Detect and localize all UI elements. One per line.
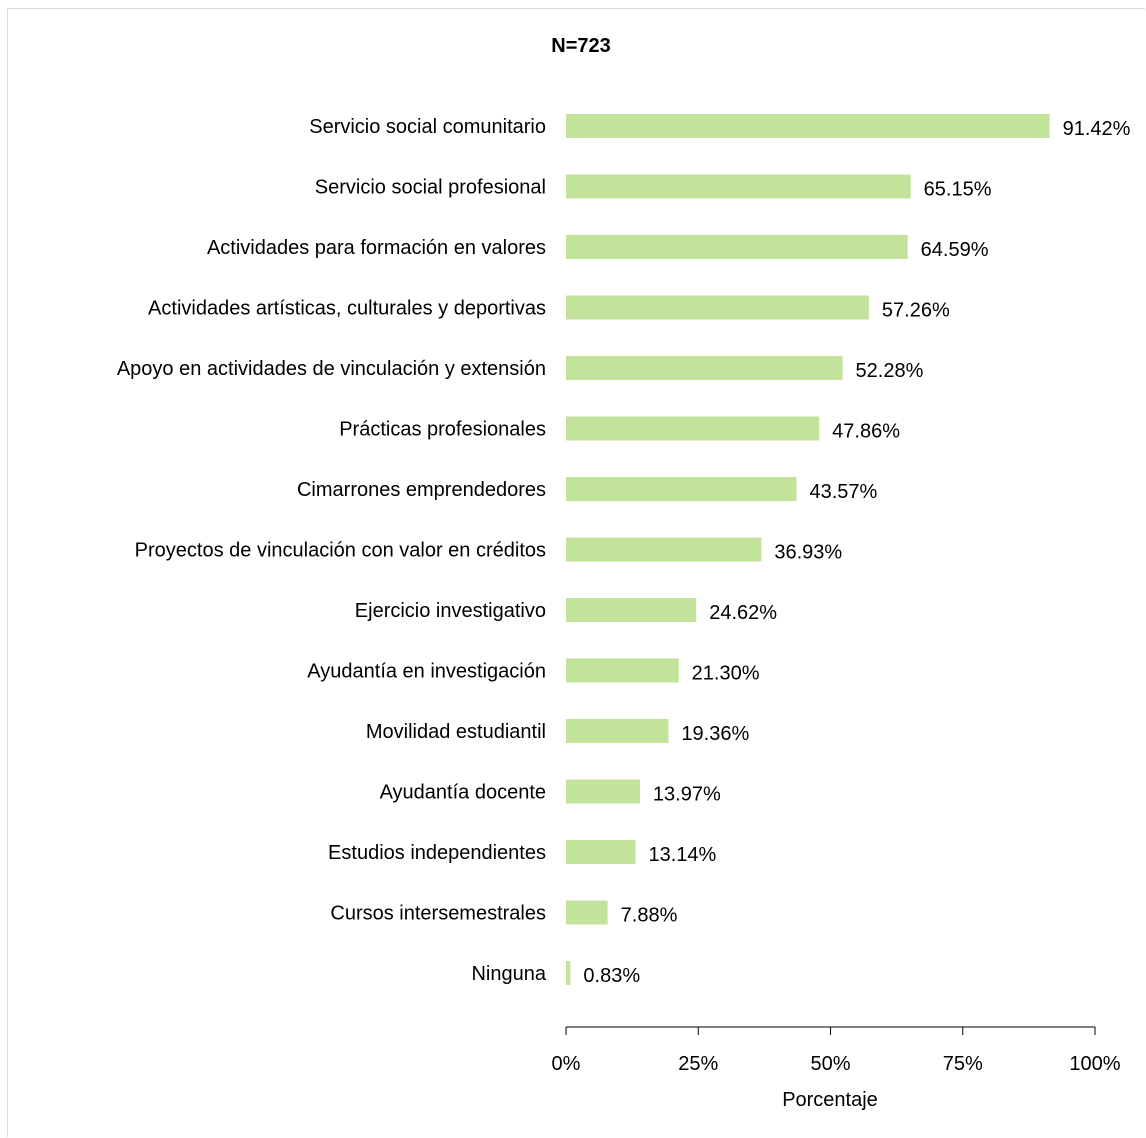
category-label: Apoyo en actividades de vinculación y ex… — [117, 358, 546, 380]
bar — [566, 477, 797, 501]
x-tick-label: 75% — [943, 1053, 983, 1075]
data-label: 57.26% — [882, 300, 950, 322]
bar — [566, 598, 697, 622]
category-label: Actividades para formación en valores — [207, 237, 546, 259]
bar — [566, 235, 908, 259]
x-axis: 0% 25% 50% 75% 100% — [552, 1026, 1121, 1075]
x-tick-label: 50% — [810, 1053, 850, 1075]
bars-layer — [566, 114, 1050, 985]
data-label: 65.15% — [924, 179, 992, 201]
category-label: Ninguna — [471, 963, 546, 985]
category-label: Ayudantía docente — [380, 782, 546, 804]
bar — [566, 537, 762, 562]
data-label: 43.57% — [809, 481, 877, 503]
data-label: 13.14% — [649, 844, 717, 866]
data-label: 19.36% — [681, 723, 749, 745]
category-label: Proyectos de vinculación con valor en cr… — [135, 540, 546, 562]
data-label: 52.28% — [856, 360, 924, 382]
x-tick-label: 100% — [1069, 1053, 1120, 1075]
category-label: Servicio social profesional — [315, 177, 546, 199]
bar — [566, 295, 869, 320]
data-label: 91.42% — [1063, 118, 1131, 140]
data-label: 13.97% — [653, 784, 721, 806]
category-label: Ayudantía en investigación — [307, 661, 546, 683]
category-label: Cursos intersemestrales — [330, 903, 546, 925]
x-tick-label: 0% — [552, 1053, 581, 1075]
data-label: 36.93% — [774, 542, 842, 564]
bar — [566, 840, 636, 864]
data-label: 47.86% — [832, 421, 900, 443]
x-axis-title: Porcentaje — [782, 1089, 878, 1111]
bar — [566, 900, 608, 925]
data-labels: 91.42% 65.15% 64.59% 57.26% 52.28% 47.86% 43.5… — [583, 118, 1130, 987]
bar — [566, 114, 1050, 138]
chart-title: N=723 — [551, 35, 611, 57]
bar — [566, 719, 669, 743]
data-label: 21.30% — [692, 663, 760, 685]
data-label: 0.83% — [583, 965, 640, 987]
data-label: 64.59% — [921, 239, 989, 261]
bar — [566, 174, 911, 199]
category-label: Ejercicio investigativo — [355, 600, 546, 622]
category-label: Actividades artísticas, culturales y dep… — [148, 298, 546, 320]
category-label: Movilidad estudiantil — [366, 721, 546, 743]
bar — [566, 356, 843, 380]
category-label: Estudios independientes — [328, 842, 546, 864]
bar — [566, 961, 571, 985]
category-label: Cimarrones emprendedores — [297, 479, 546, 501]
bar — [566, 416, 820, 441]
data-label: 7.88% — [621, 905, 678, 927]
bar — [566, 658, 679, 683]
bar — [566, 779, 640, 804]
category-label: Servicio social comunitario — [309, 116, 546, 138]
category-label: Prácticas profesionales — [339, 419, 546, 441]
x-tick-label: 25% — [678, 1053, 718, 1075]
data-label: 24.62% — [709, 602, 777, 624]
category-labels: Servicio social comunitario Servicio soci… — [117, 116, 547, 985]
chart-frame — [7, 8, 1145, 1137]
